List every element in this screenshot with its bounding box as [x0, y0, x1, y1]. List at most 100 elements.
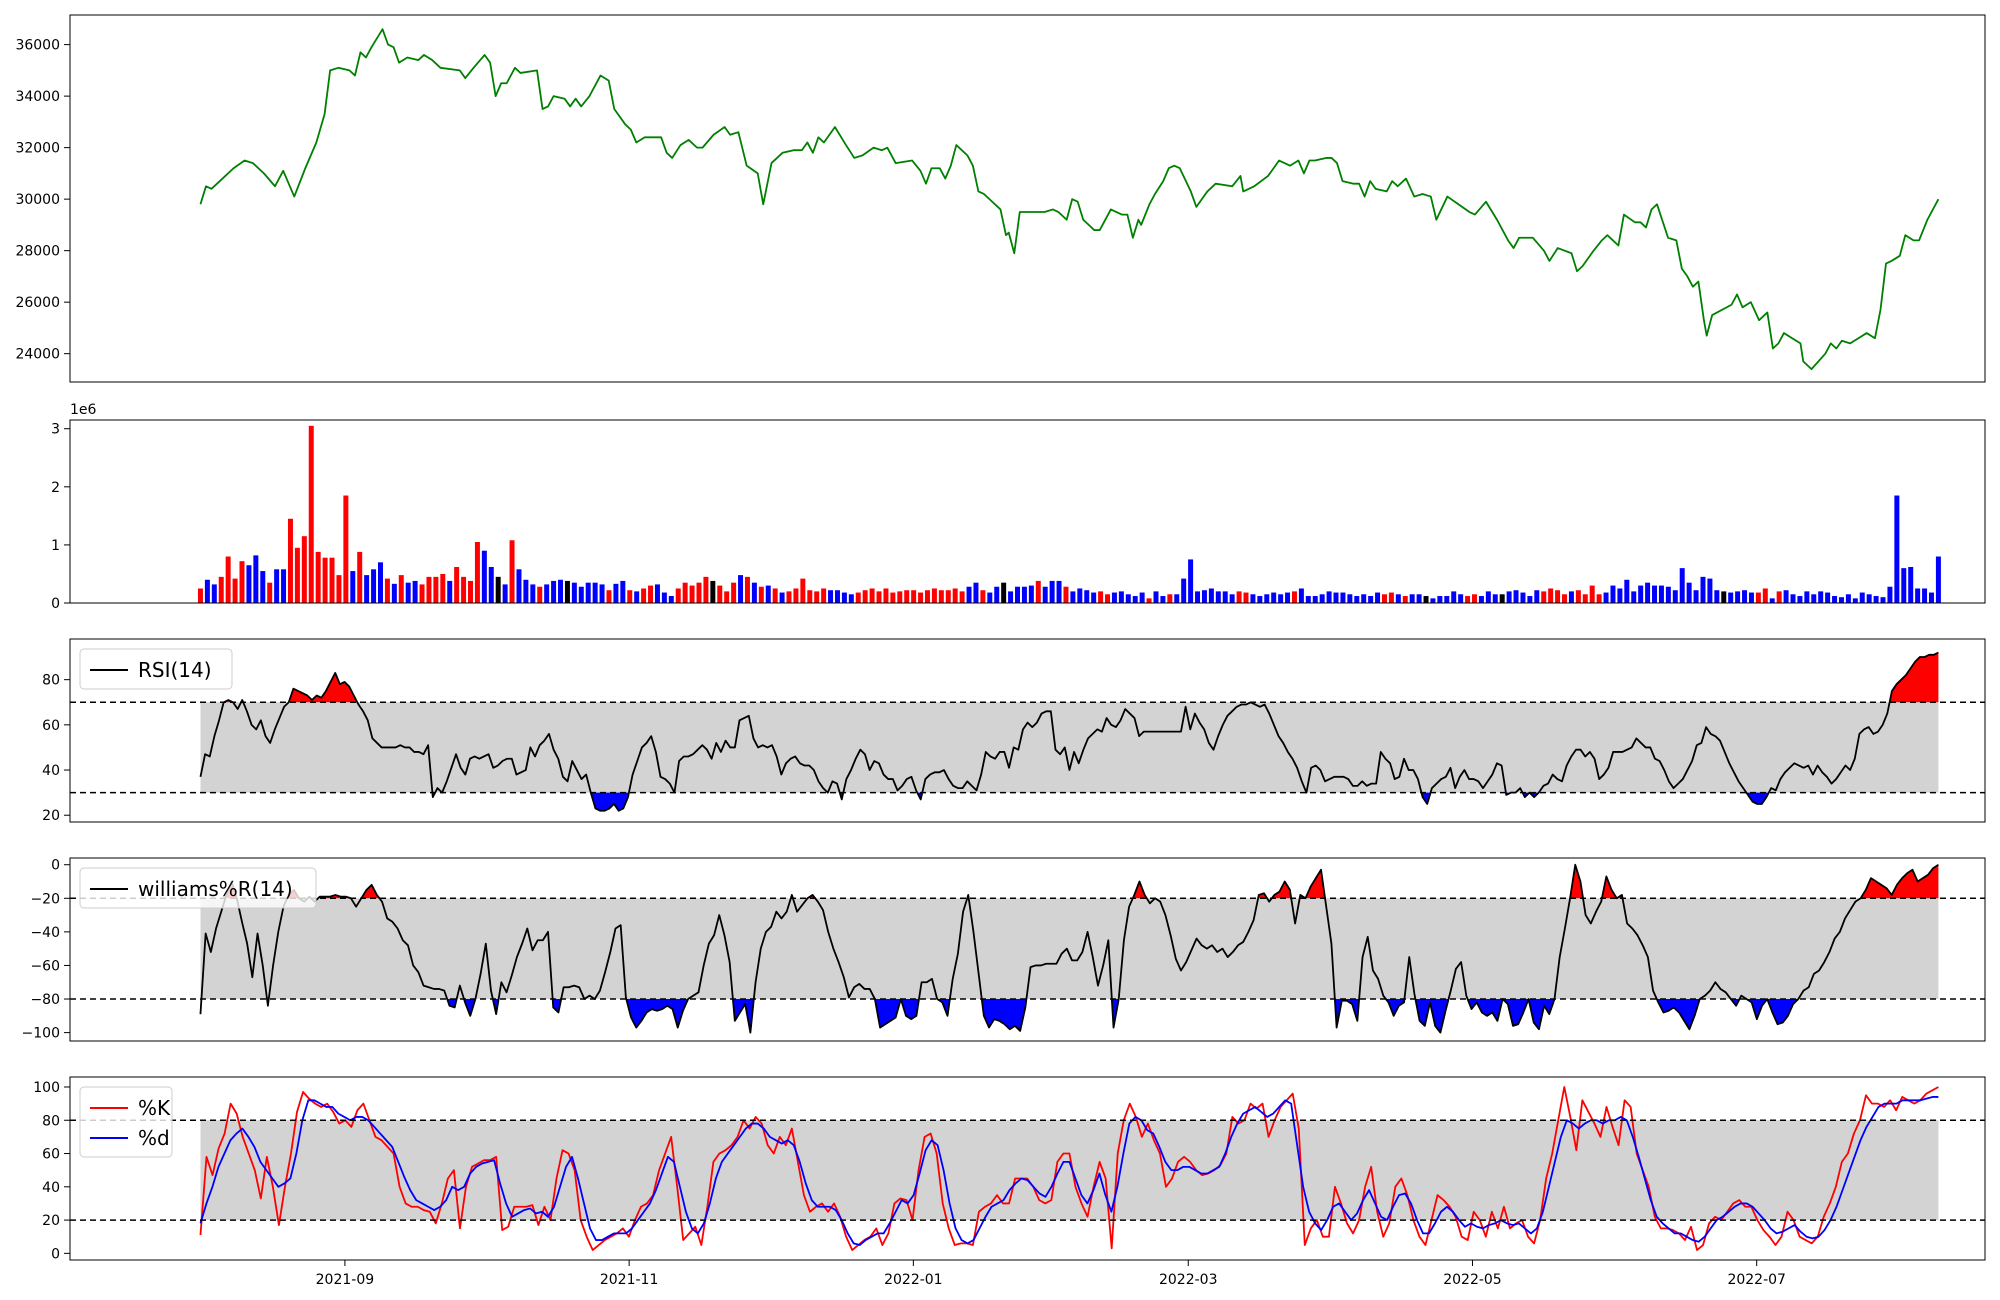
volume-bar [1928, 592, 1934, 603]
volume-bar [1658, 585, 1664, 603]
volume-bar [1555, 590, 1561, 603]
volume-bar [1125, 594, 1131, 603]
volume-bar [585, 582, 591, 603]
neutral-band-2 [200, 702, 1939, 793]
x-tick-label-3: 2022-03 [1159, 1272, 1218, 1288]
volume-bar [911, 590, 917, 603]
volume-bar [765, 585, 771, 603]
volume-bar [1229, 594, 1235, 603]
volume-bar [1832, 596, 1838, 603]
legend-label-3-0: williams%R(14) [138, 877, 293, 901]
volume-bar [717, 585, 723, 603]
volume-bar [447, 580, 453, 603]
volume-bar [537, 586, 543, 603]
volume-bar [1430, 598, 1436, 603]
volume-bar [294, 547, 300, 603]
y-tick-label-1-1: 1 [51, 538, 60, 554]
y-tick-label-0-3: 30000 [15, 192, 60, 208]
volume-bar [1728, 592, 1734, 603]
y-tick-label-3-4: −20 [30, 891, 60, 907]
volume-bar [336, 575, 342, 603]
volume-bar [364, 575, 370, 603]
volume-bar [1797, 596, 1803, 603]
volume-bar [1541, 591, 1547, 603]
d-line [199, 1096, 1939, 1246]
volume-bar [1520, 592, 1526, 603]
volume-bar [1201, 590, 1207, 603]
volume-bar [931, 588, 937, 603]
volume-bar [1492, 594, 1498, 603]
volume-bar [1458, 594, 1464, 603]
volume-panel: 0 1 2 3 1e6 [51, 402, 1986, 612]
volume-bar [1686, 582, 1692, 603]
volume-bar [606, 590, 612, 603]
volume-bar [481, 550, 487, 603]
x-tick-label-4: 2022-05 [1443, 1272, 1502, 1288]
volume-bar [1291, 591, 1297, 603]
volume-bar [1312, 596, 1318, 603]
volume-bar [1056, 580, 1062, 603]
volume-bar [1652, 585, 1658, 603]
volume-bar [890, 592, 896, 603]
volume-bar [959, 591, 965, 603]
oversold-fill-3 [200, 999, 1799, 1033]
volume-bar [1098, 591, 1104, 603]
volume-bar [1755, 592, 1761, 603]
volume-bar [980, 590, 986, 603]
volume-bar [1638, 585, 1644, 603]
volume-bar [1762, 588, 1768, 603]
y-tick-label-3-0: −100 [22, 1026, 60, 1042]
volume-bar [571, 582, 577, 603]
volume-bar [544, 584, 550, 603]
x-tick-label-5: 2022-07 [1727, 1272, 1786, 1288]
volume-bar [731, 582, 737, 603]
volume-bar [800, 578, 806, 603]
volume-bar [1160, 596, 1166, 603]
volume-bar [197, 588, 203, 603]
neutral-band-4 [200, 1120, 1939, 1221]
volume-bar [592, 582, 598, 603]
indicator-line-3 [199, 863, 1939, 1034]
volume-bar [1222, 591, 1228, 603]
volume-bar [966, 586, 972, 603]
volume-bar [1409, 594, 1415, 603]
volume-bar [384, 578, 390, 603]
volume-bar [1915, 588, 1921, 603]
volume-bar [682, 582, 688, 603]
volume-bar [994, 586, 1000, 603]
volume-bar [426, 576, 432, 603]
y-tick-label-0-5: 34000 [15, 89, 60, 105]
axes-frame-3 [69, 857, 1986, 1042]
neutral-band-3 [200, 898, 1939, 1000]
volume-bar [1388, 592, 1394, 603]
volume-bar [703, 576, 709, 603]
volume-bar [1575, 590, 1581, 603]
volume-bar [841, 592, 847, 603]
volume-bar [267, 582, 273, 603]
y-tick-label-1-3: 3 [51, 422, 60, 438]
volume-bar [599, 584, 605, 603]
volume-bar [1866, 594, 1872, 603]
y-tick-label-0-1: 26000 [15, 295, 60, 311]
legend-label-4-1: %d [138, 1126, 170, 1150]
volume-bar [904, 590, 910, 603]
volume-bar [1672, 590, 1678, 603]
volume-bar [495, 576, 501, 603]
volume-bar [1278, 594, 1284, 603]
y-tick-label-0-0: 24000 [15, 347, 60, 363]
volume-bar [1195, 591, 1201, 603]
volume-bar [641, 588, 647, 603]
volume-bar [654, 584, 660, 603]
volume-bar [668, 596, 674, 603]
volume-bar [862, 590, 868, 603]
volume-bar [1887, 586, 1893, 603]
volume-bar [1416, 594, 1422, 603]
volume-bar [1783, 590, 1789, 603]
volume-bar [793, 588, 799, 603]
volume-bar [551, 580, 557, 603]
volume-bar [204, 579, 210, 603]
volume-bar [1852, 598, 1858, 603]
volume-bar [1506, 591, 1512, 603]
y-tick-label-0-4: 32000 [15, 141, 60, 157]
volume-bar [1610, 585, 1616, 603]
